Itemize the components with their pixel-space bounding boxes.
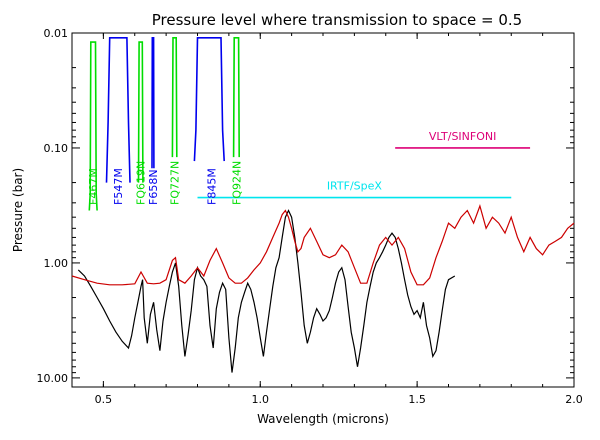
filter-curve-f658n bbox=[151, 37, 155, 169]
series-line-hazy bbox=[71, 204, 575, 286]
filter-label-fq727n: FQ727N bbox=[169, 161, 182, 205]
y-axis-ticks: 0.01 0.10 1.00 10.00 bbox=[37, 27, 574, 385]
y-tick-label: 0.01 bbox=[44, 27, 69, 40]
filter-curve-f547m bbox=[105, 37, 131, 183]
filter-curve-fq727n bbox=[171, 37, 178, 158]
filter-label-f658n: F658N bbox=[147, 169, 160, 205]
filter-curves bbox=[88, 37, 240, 211]
x-axis-label: Wavelength (microns) bbox=[257, 412, 389, 426]
chart-title: Pressure level where transmission to spa… bbox=[152, 11, 522, 29]
x-tick-label: 1.0 bbox=[252, 393, 270, 406]
y-tick-label: 1.00 bbox=[44, 257, 69, 270]
filter-label-fq924n: FQ924N bbox=[230, 161, 243, 205]
plot-frame bbox=[71, 32, 575, 388]
filter-curve-fq924n bbox=[232, 37, 240, 158]
x-tick-label: 1.5 bbox=[408, 393, 426, 406]
y-tick-label: 10.00 bbox=[37, 372, 69, 385]
x-tick-label: 0.5 bbox=[95, 393, 113, 406]
filter-label-fq619n: FQ619N bbox=[135, 161, 148, 205]
filter-labels: F467M F547M FQ619N F658N FQ727N F845M FQ924N bbox=[87, 161, 243, 205]
filter-curve-f467m bbox=[88, 41, 98, 211]
x-tick-label: 2.0 bbox=[565, 393, 583, 406]
filter-curve-f845m bbox=[193, 37, 225, 162]
filter-curve-fq619n bbox=[137, 41, 144, 183]
y-tick-label: 0.10 bbox=[44, 142, 69, 155]
instrument-layer: VLT/SINFONI IRTF/SpeX bbox=[197, 130, 531, 199]
series-layer bbox=[71, 204, 575, 373]
instrument-label-spex: IRTF/SpeX bbox=[327, 180, 383, 193]
filter-label-f547m: F547M bbox=[112, 168, 125, 205]
instrument-label-sinfoni: VLT/SINFONI bbox=[429, 130, 496, 143]
y-axis-label: Pressure (bar) bbox=[11, 168, 25, 252]
filter-label-f467m: F467M bbox=[87, 168, 100, 205]
filter-label-f845m: F845M bbox=[206, 168, 219, 205]
x-axis-ticks: 0.5 1.0 1.5 2.0 bbox=[71, 33, 583, 406]
series-line-clear bbox=[77, 209, 456, 373]
